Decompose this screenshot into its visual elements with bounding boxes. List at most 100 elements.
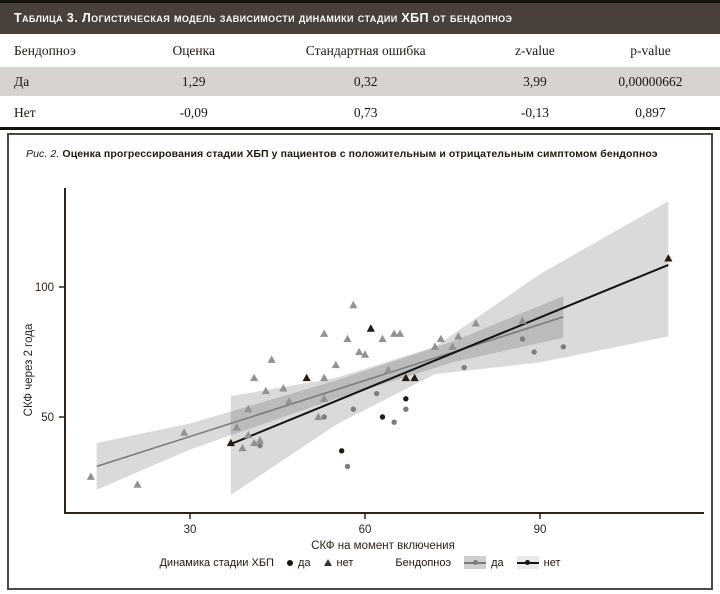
data-point <box>180 428 189 436</box>
data-point <box>461 364 467 371</box>
data-point <box>338 448 345 454</box>
x-axis-label: СКФ на момент включения <box>311 540 455 552</box>
data-point <box>261 386 270 395</box>
data-point <box>257 442 263 449</box>
black-line-band-key-icon <box>516 556 539 569</box>
legend-item-label: нет <box>543 556 561 569</box>
data-point <box>226 438 235 447</box>
data-point <box>664 254 673 262</box>
chart-legend: Динамика стадии ХБП да нет Бендопноэ да … <box>9 556 711 569</box>
regression-line <box>230 263 669 445</box>
data-point <box>355 347 364 356</box>
y-tick-label: 50 <box>41 412 54 424</box>
cell-zvalue: 3,99 <box>488 67 581 97</box>
data-point <box>344 463 351 470</box>
data-point <box>360 350 370 358</box>
data-point <box>302 373 311 382</box>
data-point <box>403 406 409 412</box>
col-header-zvalue: z-value <box>515 43 555 58</box>
data-point <box>343 334 352 343</box>
row-label: Да <box>0 67 145 97</box>
data-point <box>321 414 327 420</box>
data-point <box>410 373 419 382</box>
legend-item-label: нет <box>336 556 354 569</box>
confidence-band <box>96 296 564 490</box>
data-point <box>320 329 329 337</box>
data-point <box>373 390 380 397</box>
data-point <box>349 300 358 309</box>
cell-stderr: 0,32 <box>242 67 489 97</box>
data-point <box>366 324 375 332</box>
data-point <box>531 349 537 355</box>
data-point <box>471 319 480 327</box>
legend-item-dynamics-no: нет <box>323 556 354 569</box>
cell-zvalue: -0,13 <box>488 96 581 130</box>
data-point <box>244 430 253 439</box>
row-label: Нет <box>0 96 145 130</box>
data-point <box>133 480 142 488</box>
figure-caption-text: Оценка прогрессирования стадии ХБП у пац… <box>62 148 658 160</box>
data-point <box>285 397 294 405</box>
circle-marker-icon <box>286 559 293 566</box>
cell-pvalue: 0,897 <box>580 96 720 130</box>
legend-item-label: да <box>297 556 311 569</box>
legend-item-label: да <box>491 556 504 569</box>
data-point <box>314 412 323 421</box>
legend-item-dynamics-yes: да <box>286 556 311 569</box>
logistic-model-table: Бендопноэ Оценка Стандартная ошибка z-va… <box>0 34 720 130</box>
data-point <box>436 334 445 343</box>
data-point <box>331 360 340 369</box>
data-point <box>255 436 265 444</box>
data-point <box>267 355 276 363</box>
table-title: Таблица 3. Логистическая модель зависимо… <box>0 0 720 34</box>
data-point <box>378 334 387 343</box>
data-point <box>519 336 526 342</box>
data-point <box>244 404 253 413</box>
gray-line-band-key-icon <box>464 556 487 569</box>
data-point <box>384 365 393 374</box>
data-point <box>403 396 409 402</box>
data-point <box>86 472 95 480</box>
legend-item-bendopnea-yes: да <box>464 556 504 569</box>
data-point <box>454 332 463 340</box>
data-point <box>232 423 241 431</box>
data-point <box>390 329 399 337</box>
data-point <box>320 394 329 402</box>
data-point <box>379 414 386 420</box>
cell-estimate: 1,29 <box>145 67 243 97</box>
x-tick-label: 30 <box>184 524 197 536</box>
data-point <box>518 316 527 324</box>
x-tick-label: 90 <box>534 524 547 536</box>
data-point <box>430 342 440 350</box>
data-point <box>250 373 259 382</box>
data-point <box>238 443 247 452</box>
x-tick-label: 60 <box>359 524 372 536</box>
table-header-row: Бендопноэ Оценка Стандартная ошибка z-va… <box>0 34 720 67</box>
cell-stderr: 0,73 <box>242 96 489 130</box>
figure-caption-number: Рис. 2. <box>26 148 60 160</box>
data-point <box>250 438 259 447</box>
cell-pvalue: 0,00000662 <box>580 67 720 97</box>
regression-line <box>96 316 564 468</box>
data-point <box>350 406 357 412</box>
data-point <box>391 419 397 425</box>
y-tick-label: 100 <box>35 282 54 294</box>
data-point <box>320 373 329 382</box>
table-row: Да 1,29 0,32 3,99 0,00000662 <box>0 67 720 97</box>
data-point <box>401 373 410 382</box>
cell-estimate: -0,09 <box>145 96 243 130</box>
legend-group-dynamics-label: Динамика стадии ХБП <box>159 556 274 569</box>
results-table-section: Таблица 3. Логистическая модель зависимо… <box>0 0 720 130</box>
triangle-marker-icon <box>323 559 332 566</box>
legend-group-bendopnea-label: Бендопноэ <box>395 556 452 569</box>
data-point <box>279 384 288 392</box>
col-header-pvalue: p-value <box>630 43 671 58</box>
table-row: Нет -0,09 0,73 -0,13 0,897 <box>0 96 720 130</box>
figure-caption: Рис. 2. Оценка прогрессирования стадии Х… <box>26 148 658 160</box>
col-header-bendopnea: Бендопноэ <box>14 43 76 58</box>
y-axis-label: СКФ через 2 года <box>23 323 35 416</box>
col-header-stderr: Стандартная ошибка <box>305 43 426 58</box>
data-point <box>560 344 567 350</box>
data-point <box>395 329 405 337</box>
scatter-chart-svg: 30 60 90 50 100 СКФ на момент включения СКФ че… <box>23 188 704 552</box>
